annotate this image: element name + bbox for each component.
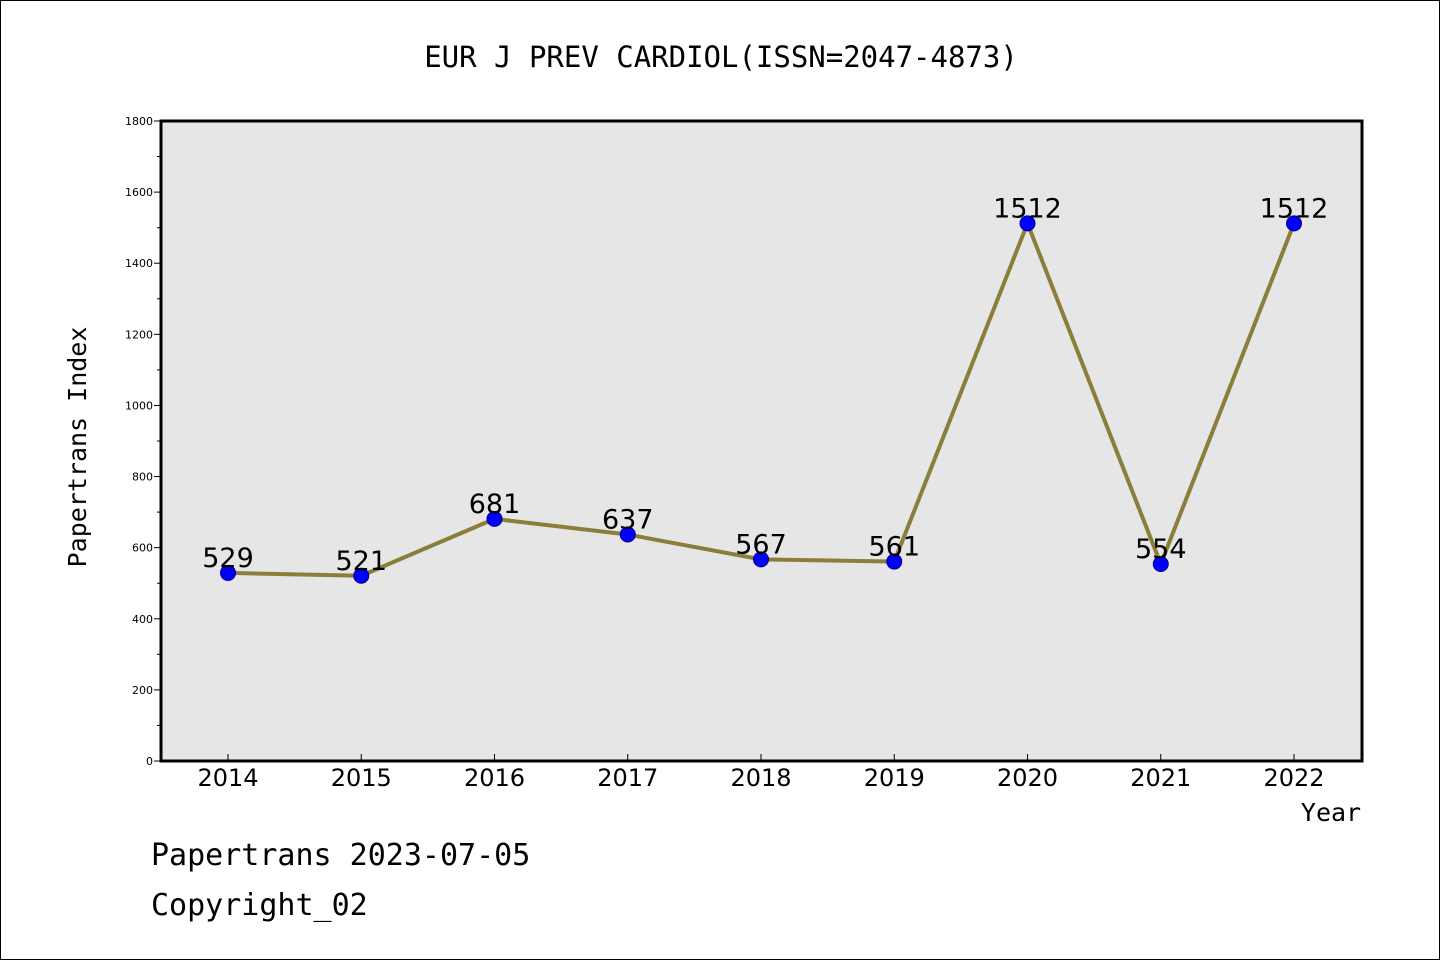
data-label-2019: 561 bbox=[868, 532, 920, 563]
y-tick-label: 200 bbox=[132, 684, 153, 697]
plot-border bbox=[159, 119, 1364, 763]
x-tick-label: 2020 bbox=[997, 764, 1058, 792]
data-point-2020 bbox=[1019, 215, 1036, 232]
y-tick-label: 1400 bbox=[125, 257, 153, 270]
data-label-2014: 529 bbox=[202, 543, 254, 574]
y-tick-label: 600 bbox=[132, 542, 153, 555]
x-tick-label: 2014 bbox=[197, 764, 258, 792]
x-tick-label: 2018 bbox=[730, 764, 791, 792]
x-tick-label: 2022 bbox=[1263, 764, 1324, 792]
x-tick-label: 2016 bbox=[464, 764, 525, 792]
data-label-2015: 521 bbox=[335, 546, 387, 577]
y-tick-label: 0 bbox=[146, 755, 153, 768]
footer-copyright: Copyright_02 bbox=[151, 888, 368, 923]
data-label-2017: 637 bbox=[602, 505, 654, 536]
y-tick-label: 1000 bbox=[125, 399, 153, 412]
data-label-2021: 554 bbox=[1135, 534, 1187, 565]
data-label-2022: 1512 bbox=[1260, 193, 1329, 224]
data-point-2017 bbox=[619, 526, 636, 543]
series-markers bbox=[220, 215, 1302, 584]
data-point-2016 bbox=[486, 510, 503, 527]
x-tick-label: 2019 bbox=[864, 764, 925, 792]
x-tick-label: 2017 bbox=[597, 764, 658, 792]
y-axis-label: Papertrans Index bbox=[63, 327, 92, 568]
data-label-2018: 567 bbox=[735, 529, 787, 560]
data-label-2016: 681 bbox=[469, 489, 521, 520]
data-point-2021 bbox=[1152, 556, 1169, 573]
y-tick-label: 800 bbox=[132, 471, 153, 484]
data-point-2015 bbox=[353, 567, 370, 584]
y-tick-label: 1200 bbox=[125, 328, 153, 341]
x-tick-label: 2021 bbox=[1130, 764, 1191, 792]
y-tick-label: 1800 bbox=[125, 115, 153, 128]
footer-date: Papertrans 2023-07-05 bbox=[151, 838, 530, 873]
data-point-2018 bbox=[753, 551, 769, 568]
data-point-2014 bbox=[220, 564, 236, 581]
plot-area bbox=[161, 121, 1362, 761]
chart-title: EUR J PREV CARDIOL(ISSN=2047-4873) bbox=[424, 40, 1018, 74]
data-labels: 529 521 681 637 567 561 1512 554 1512 bbox=[202, 193, 1328, 576]
y-tick-label: 400 bbox=[132, 613, 153, 626]
x-axis-label: Year bbox=[1301, 798, 1361, 827]
x-tick-label: 2015 bbox=[331, 764, 392, 792]
y-tick-label: 1600 bbox=[125, 186, 153, 199]
y-axis: 0 200 400 600 800 1000 1200 1400 1600 1800 bbox=[125, 115, 161, 768]
data-point-2019 bbox=[886, 553, 903, 570]
data-label-2020: 1512 bbox=[993, 193, 1062, 224]
x-axis: 2014 2015 2016 2017 2018 2019 2020 2021 2022 bbox=[197, 754, 1325, 792]
data-point-2022 bbox=[1286, 215, 1302, 232]
